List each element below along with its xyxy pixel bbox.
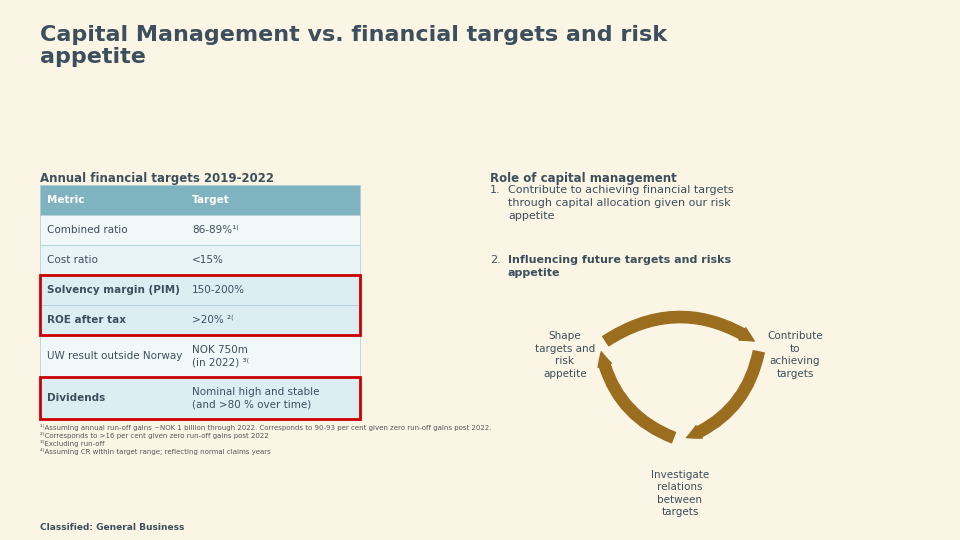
Text: Combined ratio: Combined ratio xyxy=(47,225,128,235)
Bar xyxy=(40,335,360,377)
Text: 150-200%: 150-200% xyxy=(192,285,245,295)
FancyArrowPatch shape xyxy=(686,350,764,438)
Bar xyxy=(40,305,360,335)
Text: Metric: Metric xyxy=(47,195,84,205)
Bar xyxy=(40,275,360,305)
Text: ROE after tax: ROE after tax xyxy=(47,315,126,325)
Bar xyxy=(40,377,360,419)
Bar xyxy=(40,185,360,215)
Text: Investigate
relations
between
targets: Investigate relations between targets xyxy=(651,470,709,517)
Text: Annual financial targets 2019-2022: Annual financial targets 2019-2022 xyxy=(40,172,274,185)
FancyArrowPatch shape xyxy=(603,312,755,346)
Text: Role of capital management: Role of capital management xyxy=(490,172,677,185)
Text: ²⁽Corresponds to >16 per cent given zero run-off gains post 2022: ²⁽Corresponds to >16 per cent given zero… xyxy=(40,432,269,439)
Text: Dividends: Dividends xyxy=(47,393,106,403)
Text: Solvency margin (PIM): Solvency margin (PIM) xyxy=(47,285,180,295)
Bar xyxy=(40,245,360,275)
Text: <15%: <15% xyxy=(192,255,224,265)
Text: Contribute to achieving financial targets
through capital allocation given our r: Contribute to achieving financial target… xyxy=(508,185,733,221)
Text: >20% ²⁽: >20% ²⁽ xyxy=(192,315,233,325)
Text: NOK 750m
(in 2022) ³⁽: NOK 750m (in 2022) ³⁽ xyxy=(192,345,250,367)
Text: 2.: 2. xyxy=(490,255,501,265)
Text: 86-89%¹⁽: 86-89%¹⁽ xyxy=(192,225,239,235)
Text: 1.: 1. xyxy=(490,185,500,195)
Text: ⁴⁽Assuming CR within target range; reflecting normal claims years: ⁴⁽Assuming CR within target range; refle… xyxy=(40,448,271,455)
Text: Target: Target xyxy=(192,195,229,205)
Text: UW result outside Norway: UW result outside Norway xyxy=(47,351,182,361)
FancyArrowPatch shape xyxy=(598,352,676,443)
Text: Classified: General Business: Classified: General Business xyxy=(40,523,184,532)
Text: ³⁽Excluding run-off: ³⁽Excluding run-off xyxy=(40,440,105,447)
Text: Cost ratio: Cost ratio xyxy=(47,255,98,265)
Bar xyxy=(40,215,360,245)
Text: appetite: appetite xyxy=(40,47,146,67)
Text: ¹⁽Assuming annual run-off gains ~NOK 1 billion through 2022. Corresponds to 90-9: ¹⁽Assuming annual run-off gains ~NOK 1 b… xyxy=(40,424,492,431)
Text: Contribute
to
achieving
targets: Contribute to achieving targets xyxy=(767,332,823,379)
Text: Shape
targets and
risk
appetite: Shape targets and risk appetite xyxy=(535,332,595,379)
Text: Influencing future targets and risks
appetite: Influencing future targets and risks app… xyxy=(508,255,732,278)
Text: Capital Management vs. financial targets and risk: Capital Management vs. financial targets… xyxy=(40,25,667,45)
Bar xyxy=(40,275,360,335)
Text: Nominal high and stable
(and >80 % over time): Nominal high and stable (and >80 % over … xyxy=(192,387,320,409)
Bar xyxy=(40,377,360,419)
